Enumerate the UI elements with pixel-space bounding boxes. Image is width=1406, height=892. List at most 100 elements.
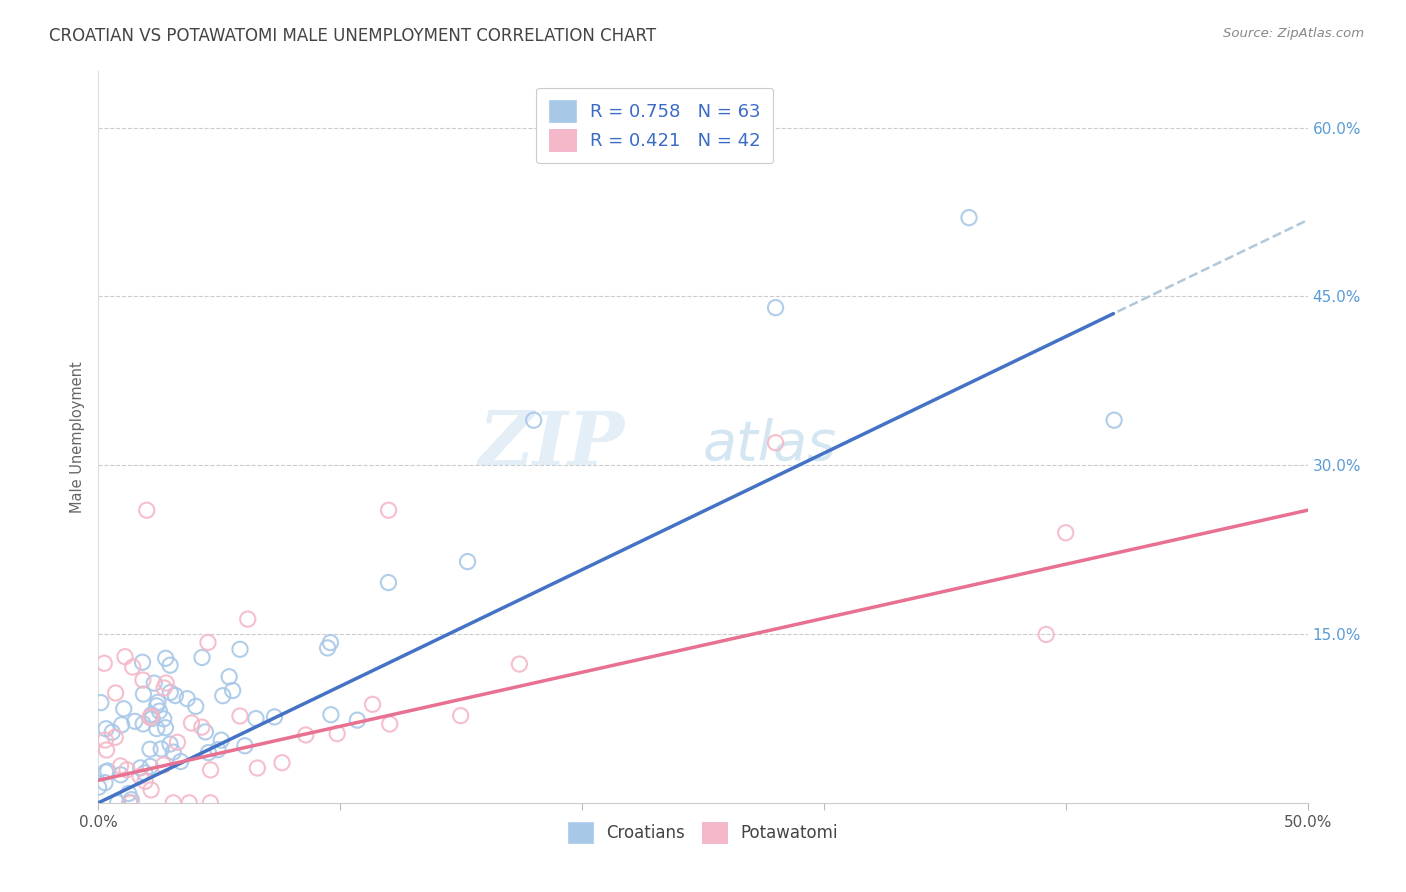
Point: [319, 707, 342, 722]
Point: [94, 733, 117, 747]
Point: [159, 658, 181, 673]
Point: [118, 787, 141, 801]
Point: [957, 211, 980, 225]
Point: [110, 768, 132, 782]
Point: [150, 742, 173, 756]
Point: [114, 649, 136, 664]
Point: [1035, 627, 1057, 641]
Point: [101, 725, 124, 739]
Point: [129, 761, 152, 775]
Point: [120, 796, 142, 810]
Point: [132, 673, 155, 687]
Point: [148, 704, 170, 718]
Point: [112, 702, 135, 716]
Point: [107, 796, 129, 810]
Point: [129, 769, 152, 783]
Point: [159, 737, 181, 751]
Point: [229, 709, 252, 723]
Text: Source: ZipAtlas.com: Source: ZipAtlas.com: [1223, 27, 1364, 40]
Point: [121, 660, 143, 674]
Point: [166, 735, 188, 749]
Point: [271, 756, 294, 770]
Point: [96, 743, 118, 757]
Point: [153, 681, 176, 695]
Point: [1054, 525, 1077, 540]
Point: [200, 796, 222, 810]
Point: [139, 710, 162, 724]
Point: [211, 689, 233, 703]
Point: [236, 612, 259, 626]
Point: [132, 687, 155, 701]
Point: [132, 717, 155, 731]
Point: [194, 724, 217, 739]
Point: [263, 710, 285, 724]
Point: [111, 718, 134, 732]
Point: [508, 657, 530, 671]
Point: [207, 743, 229, 757]
Point: [134, 774, 156, 789]
Point: [90, 696, 112, 710]
Point: [184, 699, 207, 714]
Point: [134, 765, 156, 780]
Point: [87, 780, 110, 795]
Point: [159, 685, 181, 699]
Point: [162, 796, 184, 810]
Point: [118, 796, 141, 810]
Point: [104, 731, 127, 745]
Point: [165, 689, 187, 703]
Point: [104, 686, 127, 700]
Point: [97, 764, 120, 778]
Point: [94, 775, 117, 789]
Point: [141, 711, 163, 725]
Point: [152, 712, 174, 726]
Y-axis label: Male Unemployment: Male Unemployment: [70, 361, 86, 513]
Point: [120, 792, 142, 806]
Point: [229, 642, 252, 657]
Point: [1102, 413, 1125, 427]
Point: [361, 698, 384, 712]
Point: [245, 712, 267, 726]
Point: [180, 716, 202, 731]
Point: [139, 759, 162, 773]
Point: [197, 635, 219, 649]
Point: [145, 698, 167, 713]
Legend: Croatians, Potawatomi: Croatians, Potawatomi: [561, 815, 845, 849]
Point: [93, 657, 115, 671]
Point: [162, 745, 184, 759]
Point: [152, 758, 174, 772]
Point: [139, 783, 162, 797]
Point: [155, 676, 177, 690]
Point: [135, 503, 157, 517]
Point: [115, 763, 138, 777]
Point: [169, 755, 191, 769]
Point: [523, 413, 546, 427]
Point: [145, 722, 167, 736]
Point: [221, 683, 243, 698]
Point: [209, 733, 232, 747]
Text: ZIP: ZIP: [478, 409, 624, 481]
Point: [346, 713, 368, 727]
Point: [200, 763, 222, 777]
Text: atlas: atlas: [703, 417, 837, 471]
Point: [176, 691, 198, 706]
Point: [765, 435, 787, 450]
Point: [94, 764, 117, 779]
Point: [146, 695, 169, 709]
Point: [141, 707, 163, 722]
Point: [377, 575, 399, 590]
Point: [155, 651, 177, 665]
Point: [143, 676, 166, 690]
Point: [246, 761, 269, 775]
Point: [457, 555, 479, 569]
Point: [450, 708, 472, 723]
Point: [319, 635, 342, 649]
Point: [131, 655, 153, 669]
Text: CROATIAN VS POTAWATOMI MALE UNEMPLOYMENT CORRELATION CHART: CROATIAN VS POTAWATOMI MALE UNEMPLOYMENT…: [49, 27, 657, 45]
Point: [191, 650, 214, 665]
Point: [94, 722, 117, 736]
Point: [110, 759, 132, 773]
Point: [155, 721, 177, 735]
Point: [141, 709, 163, 723]
Point: [378, 717, 401, 731]
Point: [233, 739, 256, 753]
